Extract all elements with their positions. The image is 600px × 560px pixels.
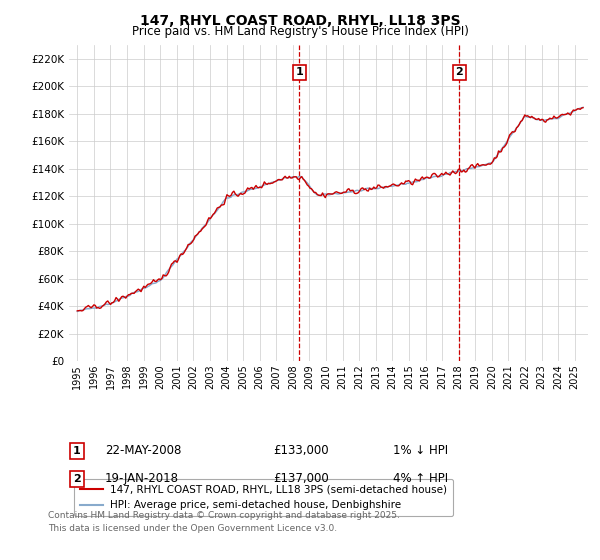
Text: 1% ↓ HPI: 1% ↓ HPI (393, 444, 448, 458)
Text: £137,000: £137,000 (273, 472, 329, 486)
Text: Contains HM Land Registry data © Crown copyright and database right 2025.: Contains HM Land Registry data © Crown c… (48, 511, 400, 520)
Text: This data is licensed under the Open Government Licence v3.0.: This data is licensed under the Open Gov… (48, 524, 337, 533)
Legend: 147, RHYL COAST ROAD, RHYL, LL18 3PS (semi-detached house), HPI: Average price, : 147, RHYL COAST ROAD, RHYL, LL18 3PS (se… (74, 479, 453, 516)
Text: 22-MAY-2008: 22-MAY-2008 (105, 444, 181, 458)
Text: 1: 1 (73, 446, 80, 456)
Text: 2: 2 (73, 474, 80, 484)
Text: Price paid vs. HM Land Registry's House Price Index (HPI): Price paid vs. HM Land Registry's House … (131, 25, 469, 38)
Text: 1: 1 (295, 67, 303, 77)
Text: 147, RHYL COAST ROAD, RHYL, LL18 3PS: 147, RHYL COAST ROAD, RHYL, LL18 3PS (140, 14, 460, 28)
Text: 2: 2 (455, 67, 463, 77)
Text: 4% ↑ HPI: 4% ↑ HPI (393, 472, 448, 486)
Text: £133,000: £133,000 (273, 444, 329, 458)
Text: 19-JAN-2018: 19-JAN-2018 (105, 472, 179, 486)
